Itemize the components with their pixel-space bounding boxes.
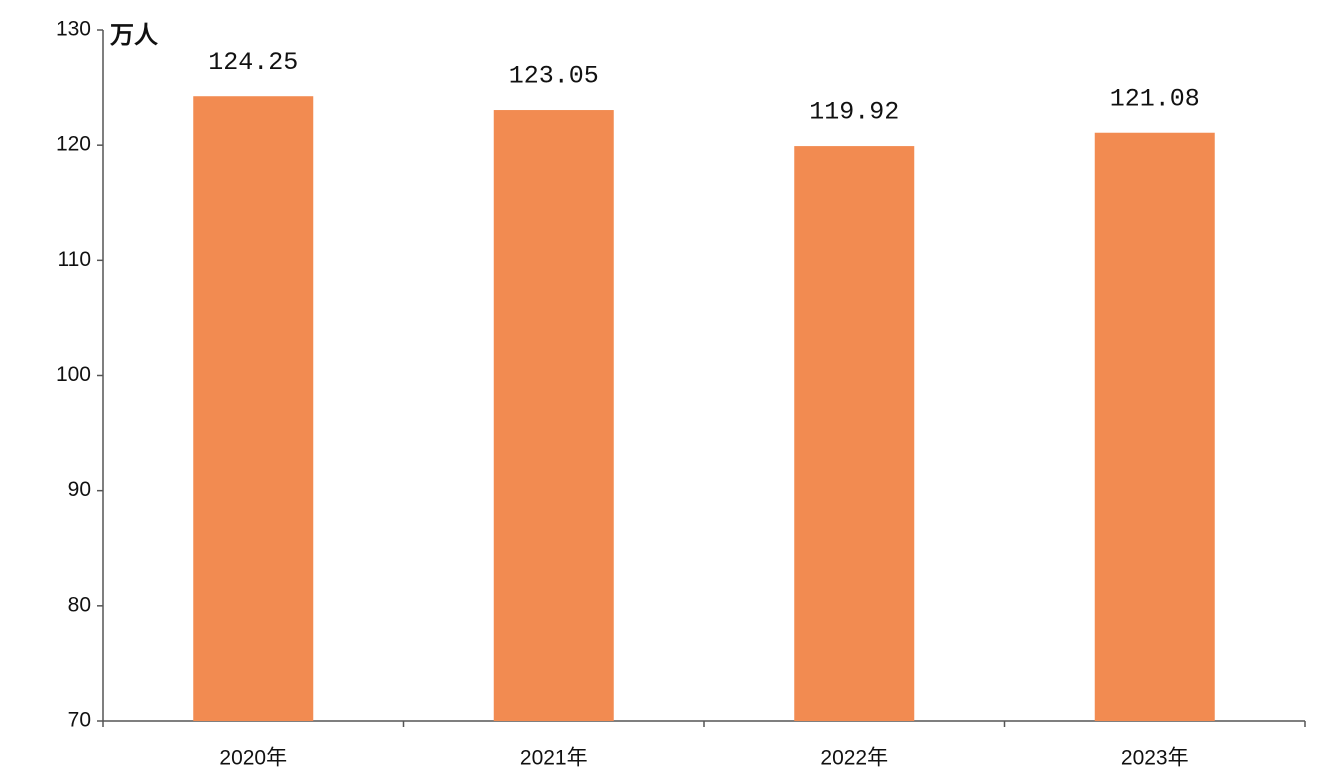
y-tick-label: 100 [56, 363, 91, 386]
y-tick-label: 130 [56, 18, 91, 41]
data-label: 119.92 [809, 98, 899, 127]
data-label: 124.25 [208, 48, 298, 77]
x-tick-label: 2020年 [219, 747, 287, 770]
bar [794, 146, 915, 721]
x-tick-label: 2021年 [520, 747, 588, 770]
y-tick-label: 110 [58, 248, 91, 271]
x-tick-label: 2023年 [1121, 747, 1189, 770]
data-label: 121.08 [1110, 84, 1200, 113]
y-tick-label: 90 [68, 478, 91, 501]
y-tick-label: 120 [56, 133, 91, 156]
y-axis-unit: 万人 [110, 21, 158, 49]
x-tick-label: 2022年 [820, 747, 888, 770]
bar [193, 96, 314, 722]
y-tick-label: 70 [68, 709, 91, 732]
y-tick-label: 80 [68, 593, 91, 616]
data-label: 123.05 [509, 62, 599, 91]
bar [1094, 132, 1215, 722]
bar [493, 110, 614, 721]
